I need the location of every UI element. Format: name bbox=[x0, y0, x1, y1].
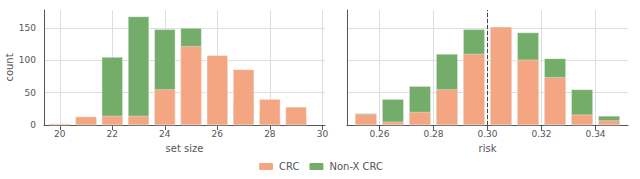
svg-text:0.34: 0.34 bbox=[586, 129, 606, 139]
svg-text:0: 0 bbox=[30, 120, 36, 130]
svg-text:22: 22 bbox=[107, 129, 118, 139]
svg-text:100: 100 bbox=[19, 55, 36, 65]
svg-text:count: count bbox=[4, 53, 15, 81]
svg-text:24: 24 bbox=[159, 129, 171, 139]
svg-text:0.30: 0.30 bbox=[477, 129, 497, 139]
svg-text:50: 50 bbox=[25, 88, 37, 98]
svg-text:28: 28 bbox=[264, 129, 276, 139]
svg-text:0.32: 0.32 bbox=[532, 129, 552, 139]
svg-text:0.26: 0.26 bbox=[369, 129, 389, 139]
svg-text:Non-X CRC: Non-X CRC bbox=[329, 161, 383, 172]
svg-text:set size: set size bbox=[166, 143, 204, 154]
svg-text:26: 26 bbox=[212, 129, 224, 139]
svg-text:30: 30 bbox=[317, 129, 329, 139]
svg-text:risk: risk bbox=[479, 143, 497, 154]
svg-text:0.28: 0.28 bbox=[423, 129, 443, 139]
svg-text:20: 20 bbox=[54, 129, 66, 139]
svg-text:CRC: CRC bbox=[279, 161, 299, 172]
svg-text:150: 150 bbox=[19, 23, 36, 33]
